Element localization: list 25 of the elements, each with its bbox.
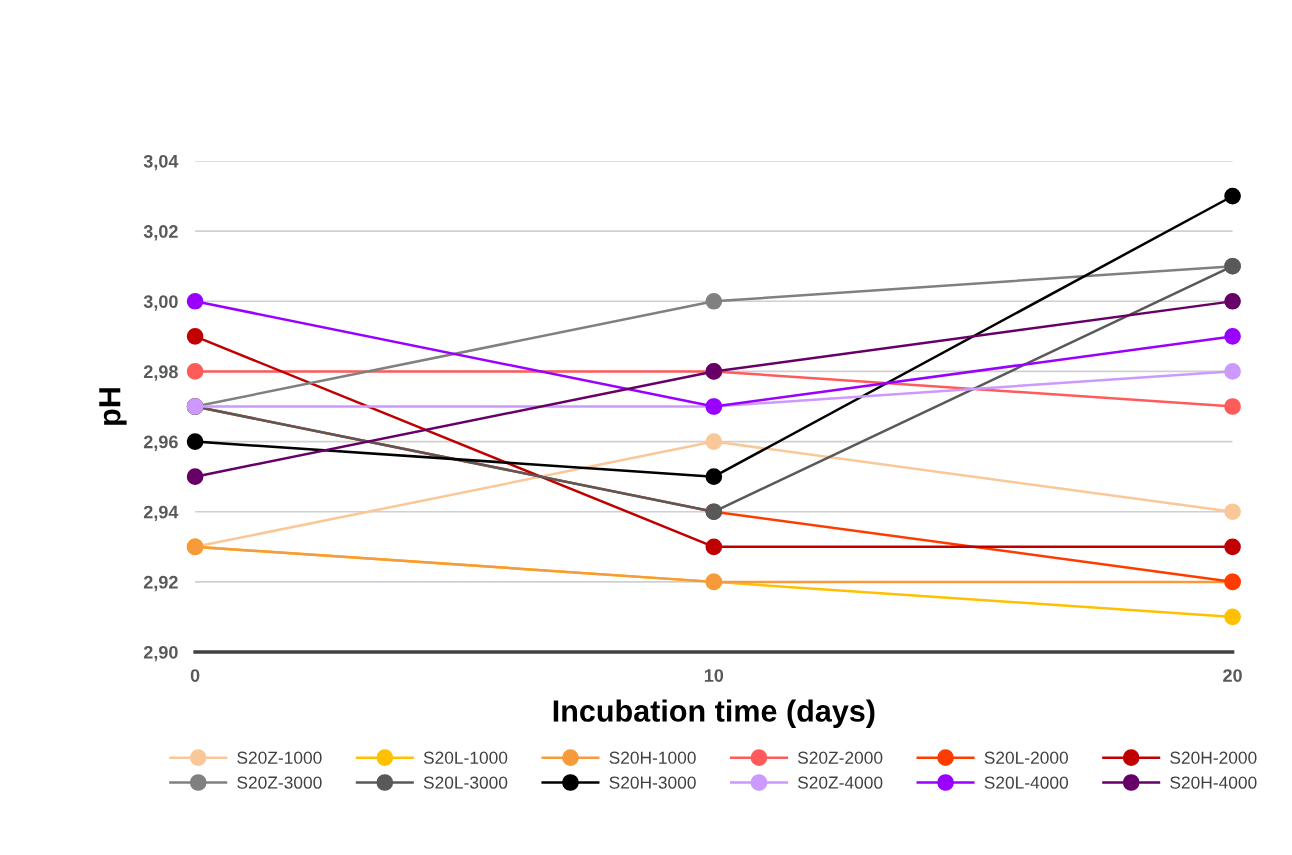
x-tick-label: 0 [190,669,200,682]
legend-label: S20Z-3000 [237,776,322,789]
x-tick-label: 20 [1223,669,1242,682]
legend-label: S20Z-1000 [237,751,322,764]
y-tick-label: 3,02 [143,225,178,241]
y-tick-label: 3,04 [143,154,179,171]
legend-label: S20Z-2000 [797,751,883,764]
y-axis-title: pH [99,388,127,425]
y-tick-label: 2,94 [143,505,179,522]
legend-label: S20L-4000 [984,776,1069,789]
y-tick-label: 3,00 [143,295,178,311]
legend-label: S20L-3000 [423,776,508,789]
y-tick-label: 2,92 [143,575,178,592]
legend-label: S20H-1000 [609,751,696,764]
y-tick-label: 2,98 [143,365,178,381]
legend-label: S20H-3000 [609,776,696,789]
legend-label: S20L-1000 [423,751,508,764]
legend-label: S20Z-4000 [797,776,883,789]
legend-label: S20H-4000 [1170,776,1257,789]
legend-label: S20L-2000 [984,751,1069,764]
x-tick-label: 10 [704,669,724,682]
y-tick-label: 2,96 [143,435,178,451]
legend-label: S20H-2000 [1170,751,1257,764]
y-tick-label: 2,90 [143,645,178,662]
x-axis-title: Incubation time (days) [553,699,875,728]
